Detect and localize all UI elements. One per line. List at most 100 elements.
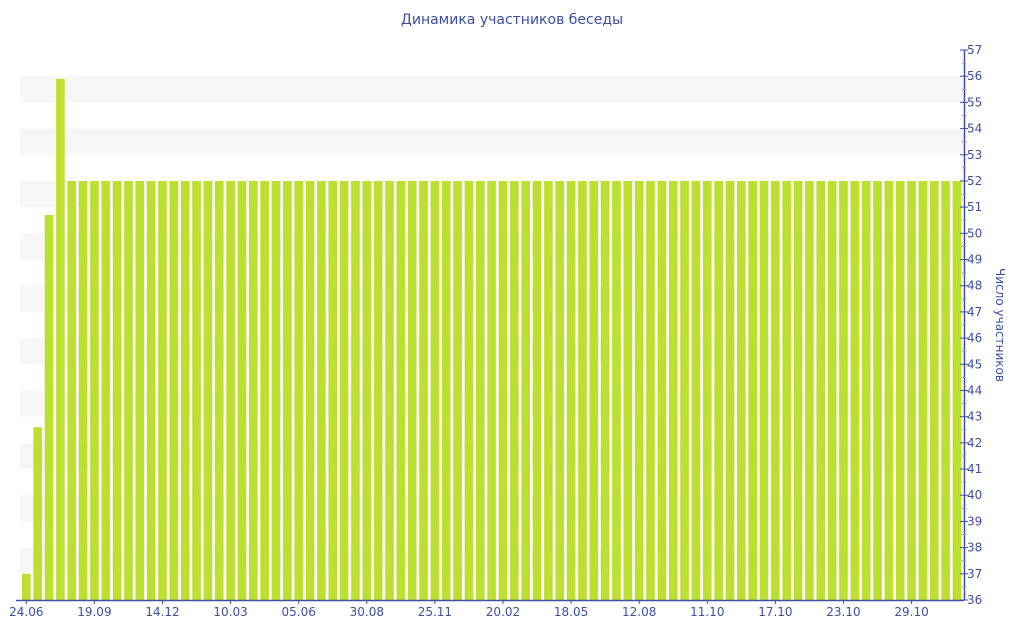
bar xyxy=(169,180,179,600)
bar xyxy=(657,180,667,600)
bar xyxy=(578,180,587,600)
y-tick-label: 52 xyxy=(967,174,982,188)
bar xyxy=(214,180,224,600)
bar xyxy=(339,180,349,600)
y-tick-label: 57 xyxy=(967,43,982,57)
bar xyxy=(668,180,678,600)
bar xyxy=(385,180,394,600)
bar xyxy=(67,180,77,600)
bar xyxy=(271,180,281,600)
bar xyxy=(850,180,860,600)
y-tick-label: 47 xyxy=(967,305,982,319)
y-tick-label: 51 xyxy=(967,200,982,214)
bar xyxy=(646,180,655,600)
y-tick-label: 49 xyxy=(967,253,982,267)
bar xyxy=(544,180,553,600)
bar xyxy=(805,180,814,600)
bar xyxy=(180,180,190,600)
bar xyxy=(158,180,167,600)
bar xyxy=(124,180,133,600)
bar xyxy=(294,180,304,600)
y-tick-label: 53 xyxy=(967,148,982,162)
bar xyxy=(135,180,145,600)
bar xyxy=(918,180,928,600)
bar xyxy=(589,180,599,600)
bar xyxy=(203,180,213,600)
x-tick-label: 25.11 xyxy=(418,605,452,619)
grid-band xyxy=(20,128,964,155)
y-tick-label: 50 xyxy=(967,226,982,240)
bar xyxy=(396,180,406,600)
y-tick-label: 55 xyxy=(967,95,982,109)
x-tick-label: 19.09 xyxy=(77,605,111,619)
bar xyxy=(283,180,292,600)
y-tick-label: 42 xyxy=(967,436,982,450)
bar xyxy=(498,180,508,600)
bar xyxy=(748,180,757,600)
bar xyxy=(305,180,315,600)
bar xyxy=(759,180,769,600)
bar xyxy=(941,180,950,600)
bar xyxy=(237,180,247,600)
x-tick-label: 10.03 xyxy=(213,605,247,619)
bar xyxy=(33,427,42,600)
x-tick-label: 29.10 xyxy=(894,605,928,619)
bar xyxy=(793,180,803,600)
bar xyxy=(532,180,542,600)
y-tick-label: 44 xyxy=(967,383,982,397)
bar xyxy=(112,180,122,600)
y-tick-label: 54 xyxy=(967,122,982,136)
bar xyxy=(714,180,723,600)
bar xyxy=(56,78,65,601)
bar xyxy=(22,573,31,600)
bar xyxy=(895,180,905,600)
bar xyxy=(691,180,701,600)
bar xyxy=(260,180,269,600)
x-tick-label: 18.05 xyxy=(554,605,588,619)
x-tick-label: 12.08 xyxy=(622,605,656,619)
bar xyxy=(407,180,417,600)
bar xyxy=(873,180,882,600)
bar xyxy=(44,215,54,600)
bar xyxy=(861,180,871,600)
bar xyxy=(600,180,610,600)
bar xyxy=(952,180,962,600)
bar xyxy=(487,180,496,600)
bar xyxy=(146,180,156,600)
bar xyxy=(816,180,826,600)
x-tick-label: 11.10 xyxy=(690,605,724,619)
bar xyxy=(101,180,111,600)
bar xyxy=(510,180,519,600)
bar xyxy=(317,180,326,600)
bar xyxy=(702,180,712,600)
bar xyxy=(680,180,689,600)
bar xyxy=(453,180,462,600)
y-tick-label: 46 xyxy=(967,331,982,345)
x-tick-label: 23.10 xyxy=(826,605,860,619)
bar xyxy=(226,180,235,600)
bar xyxy=(623,180,633,600)
x-tick-label: 24.06 xyxy=(9,605,43,619)
y-tick-label: 43 xyxy=(967,410,982,424)
bar xyxy=(566,180,576,600)
bar xyxy=(441,180,451,600)
bar xyxy=(884,180,894,600)
bar xyxy=(771,180,780,600)
bar xyxy=(351,180,360,600)
bar xyxy=(907,180,916,600)
bar xyxy=(839,180,848,600)
bar xyxy=(929,180,939,600)
bar xyxy=(634,180,644,600)
bar xyxy=(78,180,88,600)
y-tick-label: 56 xyxy=(967,69,982,83)
bar xyxy=(555,180,565,600)
bar xyxy=(464,180,474,600)
y-tick-label: 38 xyxy=(967,541,982,555)
x-tick-label: 20.02 xyxy=(486,605,520,619)
y-tick-label: 37 xyxy=(967,567,982,581)
y-tick-label: 39 xyxy=(967,514,982,528)
bar xyxy=(90,180,99,600)
bar xyxy=(782,180,792,600)
y-tick-label: 40 xyxy=(967,488,982,502)
